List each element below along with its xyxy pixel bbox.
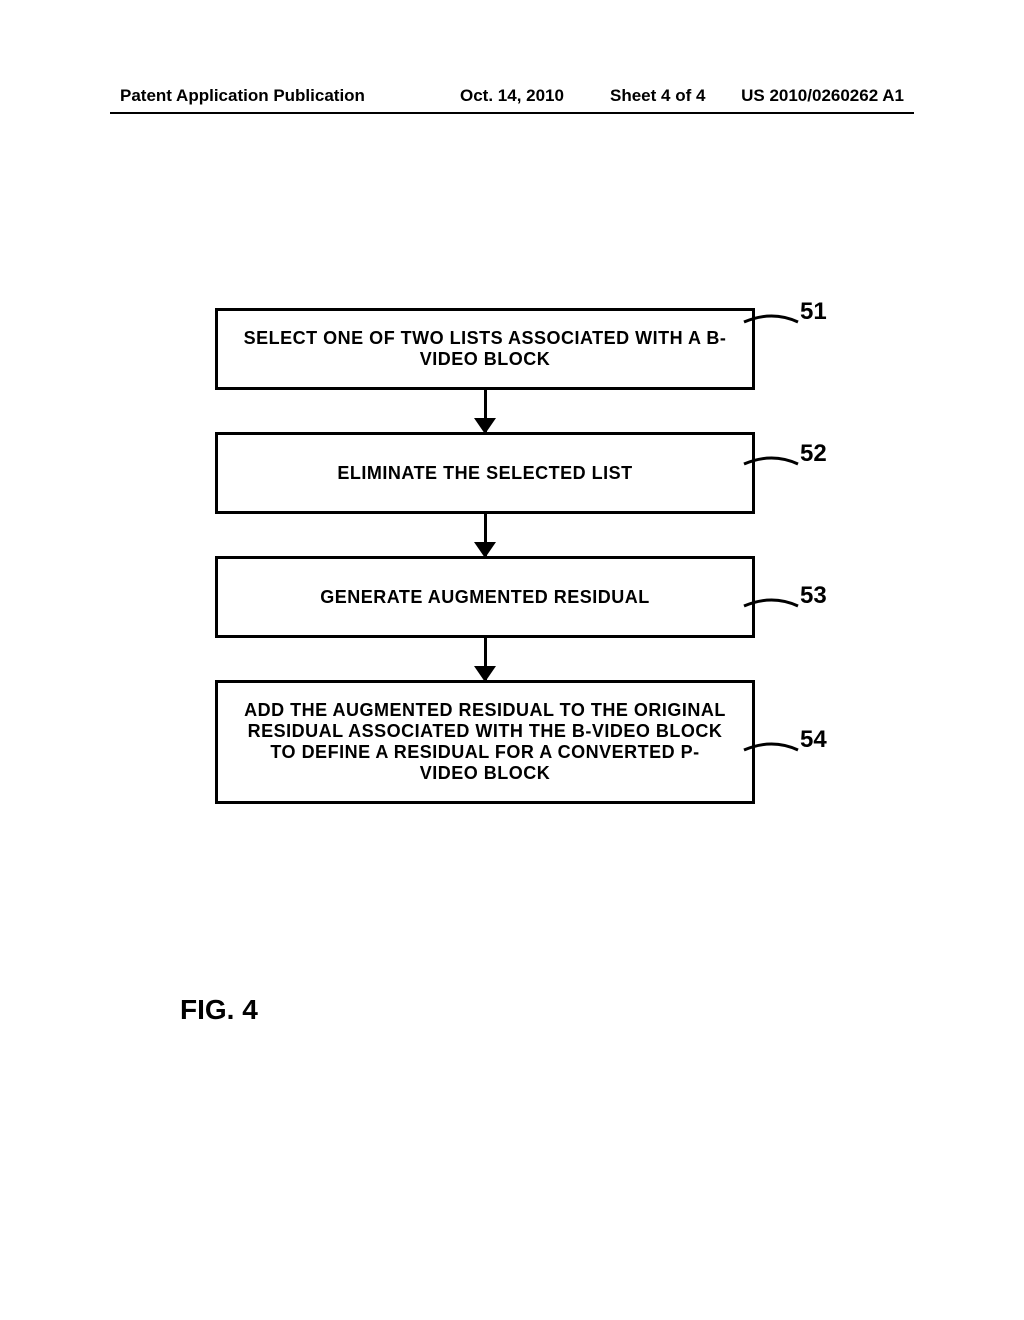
flowchart-arrow: [484, 514, 487, 556]
page: Patent Application Publication Oct. 14, …: [0, 0, 1024, 1320]
flowchart-node-52: ELIMINATE THE SELECTED LIST: [215, 432, 755, 514]
flowchart-arrow: [484, 390, 487, 432]
figure-label: FIG. 4: [180, 994, 258, 1026]
node-text: ELIMINATE THE SELECTED LIST: [337, 463, 632, 484]
reference-label-53: 53: [800, 582, 827, 610]
flowchart: SELECT ONE OF TWO LISTS ASSOCIATED WITH …: [215, 308, 755, 804]
flowchart-node-54: ADD THE AUGMENTED RESIDUAL TO THE ORIGIN…: [215, 680, 755, 804]
publication-label: Patent Application Publication: [120, 86, 365, 106]
node-text: SELECT ONE OF TWO LISTS ASSOCIATED WITH …: [242, 328, 728, 370]
reference-label-51: 51: [800, 298, 827, 326]
header-divider: [110, 112, 914, 114]
flowchart-node-53: GENERATE AUGMENTED RESIDUAL: [215, 556, 755, 638]
node-text: ADD THE AUGMENTED RESIDUAL TO THE ORIGIN…: [242, 700, 728, 784]
page-header: Patent Application Publication Oct. 14, …: [120, 86, 904, 106]
publication-number: US 2010/0260262 A1: [741, 86, 904, 106]
reference-label-52: 52: [800, 440, 827, 468]
flowchart-arrow: [484, 638, 487, 680]
sheet-number: Sheet 4 of 4: [610, 86, 705, 106]
reference-label-54: 54: [800, 726, 827, 754]
flowchart-node-51: SELECT ONE OF TWO LISTS ASSOCIATED WITH …: [215, 308, 755, 390]
publication-date: Oct. 14, 2010: [460, 86, 564, 106]
node-text: GENERATE AUGMENTED RESIDUAL: [320, 587, 650, 608]
